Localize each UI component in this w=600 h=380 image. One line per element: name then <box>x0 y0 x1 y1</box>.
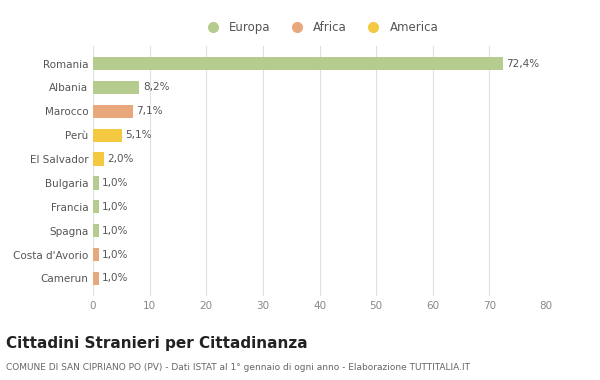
Text: 5,1%: 5,1% <box>125 130 152 140</box>
Text: 7,1%: 7,1% <box>137 106 163 116</box>
Text: 1,0%: 1,0% <box>102 250 128 260</box>
Bar <box>93 57 503 70</box>
Bar <box>93 128 122 142</box>
Bar <box>93 152 104 166</box>
Bar <box>93 224 98 237</box>
Bar <box>93 105 133 118</box>
Text: Cittadini Stranieri per Cittadinanza: Cittadini Stranieri per Cittadinanza <box>6 336 308 351</box>
Text: 2,0%: 2,0% <box>108 154 134 164</box>
Legend: Europa, Africa, America: Europa, Africa, America <box>196 16 443 39</box>
Bar <box>93 248 98 261</box>
Text: 1,0%: 1,0% <box>102 202 128 212</box>
Text: 8,2%: 8,2% <box>143 82 169 92</box>
Text: 1,0%: 1,0% <box>102 226 128 236</box>
Text: COMUNE DI SAN CIPRIANO PO (PV) - Dati ISTAT al 1° gennaio di ogni anno - Elabora: COMUNE DI SAN CIPRIANO PO (PV) - Dati IS… <box>6 363 470 372</box>
Bar <box>93 81 139 94</box>
Text: 1,0%: 1,0% <box>102 274 128 283</box>
Bar <box>93 272 98 285</box>
Text: 1,0%: 1,0% <box>102 178 128 188</box>
Bar <box>93 200 98 214</box>
Bar <box>93 176 98 190</box>
Text: 72,4%: 72,4% <box>506 59 539 68</box>
